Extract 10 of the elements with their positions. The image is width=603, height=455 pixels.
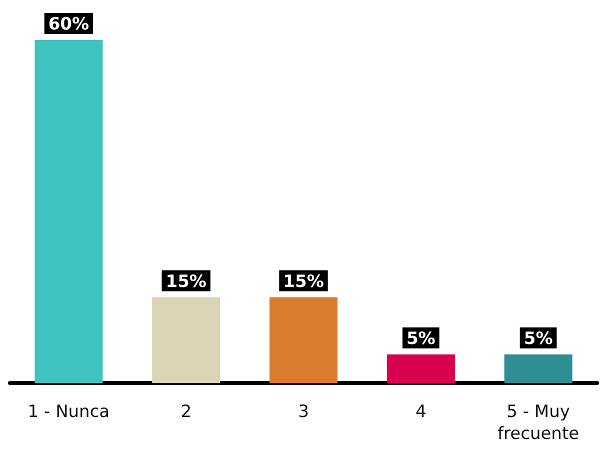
x-tick-label: 3 (298, 402, 309, 422)
x-tick-label: 5 - Muy frecuente (498, 402, 580, 444)
data-label: 60% (48, 14, 90, 34)
data-label: 5% (524, 328, 553, 349)
data-label: 15% (166, 272, 206, 292)
data-label: 5% (406, 328, 436, 349)
x-tick-label: 4 (415, 402, 426, 422)
x-tick-label: 1 - Nunca (28, 402, 110, 422)
x-tick-label: 2 (180, 402, 192, 422)
data-label: 15% (283, 272, 324, 292)
